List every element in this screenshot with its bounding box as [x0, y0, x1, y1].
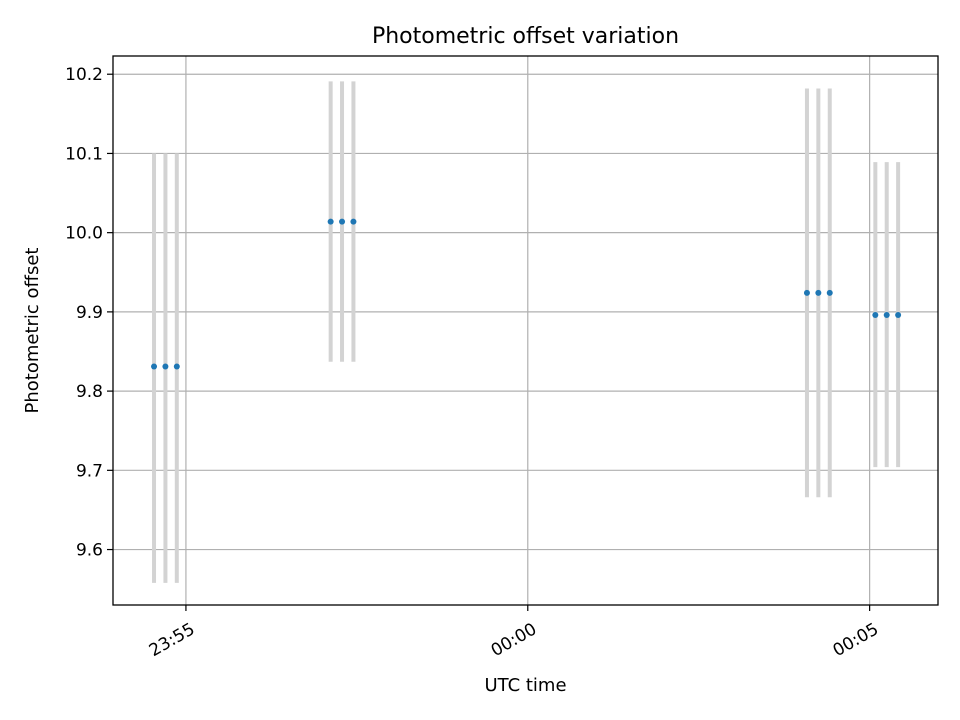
- data-point: [327, 218, 334, 225]
- plot-area-frame: [112, 55, 939, 606]
- y-tick-label: 9.8: [76, 382, 103, 402]
- y-tick-label: 10.2: [65, 65, 103, 85]
- data-point: [815, 289, 822, 296]
- data-point: [883, 312, 890, 319]
- x-tick-label: 23:55: [146, 619, 198, 661]
- data-points: [151, 218, 902, 370]
- data-point: [872, 312, 879, 319]
- data-point: [895, 312, 902, 319]
- data-point: [173, 363, 180, 370]
- data-point: [151, 363, 158, 370]
- axis-ticks: 9.6 9.7 9.8 9.9 10.0 10.1 10.2 23:55 00:00 00:05: [65, 65, 882, 661]
- data-point: [162, 363, 169, 370]
- y-axis-label: Photometric offset: [22, 248, 43, 414]
- data-point: [339, 218, 346, 225]
- data-point: [350, 218, 357, 225]
- error-bars: [152, 81, 901, 583]
- x-tick-label: 00:00: [488, 619, 540, 661]
- y-tick-label: 10.1: [65, 144, 103, 164]
- y-tick-label: 10.0: [65, 224, 103, 244]
- y-tick-label: 9.6: [76, 541, 103, 561]
- chart-title: Photometric offset variation: [372, 24, 679, 49]
- y-tick-label: 9.7: [76, 461, 103, 481]
- x-tick-label: 00:05: [830, 619, 882, 661]
- x-axis-label: UTC time: [484, 675, 566, 696]
- data-point: [803, 289, 810, 296]
- grid: [113, 56, 938, 605]
- y-tick-label: 9.9: [76, 303, 103, 323]
- data-point: [826, 289, 833, 296]
